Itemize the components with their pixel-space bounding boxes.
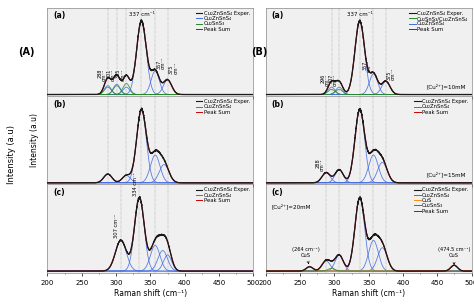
Text: 375
cm⁻¹: 375 cm⁻¹: [386, 68, 396, 80]
Legend: Cu₂ZnSnS₄ Exper., Cu₂SnS₃/Cu₂ZnSnS₄, Cu₂ZnSnS₄, Peak Sum: Cu₂ZnSnS₄ Exper., Cu₂SnS₃/Cu₂ZnSnS₄, Cu₂…: [409, 10, 469, 32]
Y-axis label: Intensity (a.u): Intensity (a.u): [30, 113, 39, 167]
Text: 334 cm⁻¹: 334 cm⁻¹: [133, 172, 138, 196]
X-axis label: Raman shift (cm⁻¹): Raman shift (cm⁻¹): [332, 289, 405, 298]
Legend: Cu₂ZnSnS₄ Exper., Cu₂ZnSnS₄, Cu₂SnS₃, Peak Sum: Cu₂ZnSnS₄ Exper., Cu₂ZnSnS₄, Cu₂SnS₃, Pe…: [195, 10, 251, 32]
Text: [Cu²⁺]=20mM: [Cu²⁺]=20mM: [272, 204, 311, 209]
Text: [Cu²⁺]=15mM: [Cu²⁺]=15mM: [426, 172, 465, 177]
Text: (b): (b): [54, 99, 66, 109]
Text: (a): (a): [54, 11, 66, 20]
Text: 375
cm⁻¹: 375 cm⁻¹: [169, 62, 179, 74]
Text: 357
cm⁻¹: 357 cm⁻¹: [363, 60, 372, 72]
Legend: Cu₂ZnSnS₄ Exper., Cu₂ZnSnS₄, Peak Sum: Cu₂ZnSnS₄ Exper., Cu₂ZnSnS₄, Peak Sum: [195, 187, 251, 204]
Text: 296
cm⁻¹: 296 cm⁻¹: [320, 74, 330, 86]
Text: 337 cm⁻¹: 337 cm⁻¹: [128, 12, 155, 17]
Legend: Cu₂ZnSnS₄ Exper., Cu₂ZnSnS₄, Peak Sum: Cu₂ZnSnS₄ Exper., Cu₂ZnSnS₄, Peak Sum: [414, 99, 469, 115]
Text: 288
cm⁻¹: 288 cm⁻¹: [98, 69, 107, 80]
Text: (c): (c): [54, 188, 65, 197]
Text: 315
cm⁻¹: 315 cm⁻¹: [116, 69, 126, 80]
Text: (B): (B): [251, 47, 268, 57]
Text: (a): (a): [272, 11, 284, 20]
X-axis label: Raman shift (cm⁻¹): Raman shift (cm⁻¹): [114, 289, 187, 298]
Text: 307
cm⁻¹: 307 cm⁻¹: [328, 74, 338, 86]
Text: Intensity (a.u): Intensity (a.u): [7, 124, 16, 184]
Text: 307 cm⁻¹: 307 cm⁻¹: [115, 214, 119, 238]
Text: 301
cm⁻¹: 301 cm⁻¹: [107, 69, 116, 80]
Text: (264 cm⁻¹)
CuS: (264 cm⁻¹) CuS: [292, 247, 319, 264]
Text: 288
cm⁻¹: 288 cm⁻¹: [315, 159, 325, 171]
Text: [Cu²⁺]=10mM: [Cu²⁺]=10mM: [426, 83, 465, 89]
Text: (c): (c): [272, 188, 283, 197]
Legend: Cu₂ZnSnS₄ Exper., Cu₂ZnSnS₄, Peak Sum: Cu₂ZnSnS₄ Exper., Cu₂ZnSnS₄, Peak Sum: [195, 99, 251, 115]
Text: (A): (A): [18, 47, 35, 57]
Text: (b): (b): [272, 99, 284, 109]
Text: (474.5 cm⁻¹)
CuS: (474.5 cm⁻¹) CuS: [438, 247, 470, 265]
Text: 337 cm⁻¹: 337 cm⁻¹: [347, 12, 373, 17]
Text: 357
cm⁻¹: 357 cm⁻¹: [156, 57, 166, 69]
Legend: Cu₂ZnSnS₄ Exper., Cu₂ZnSnS₄, CuS, Cu₂SnS₃, Peak Sum: Cu₂ZnSnS₄ Exper., Cu₂ZnSnS₄, CuS, Cu₂SnS…: [414, 187, 469, 214]
